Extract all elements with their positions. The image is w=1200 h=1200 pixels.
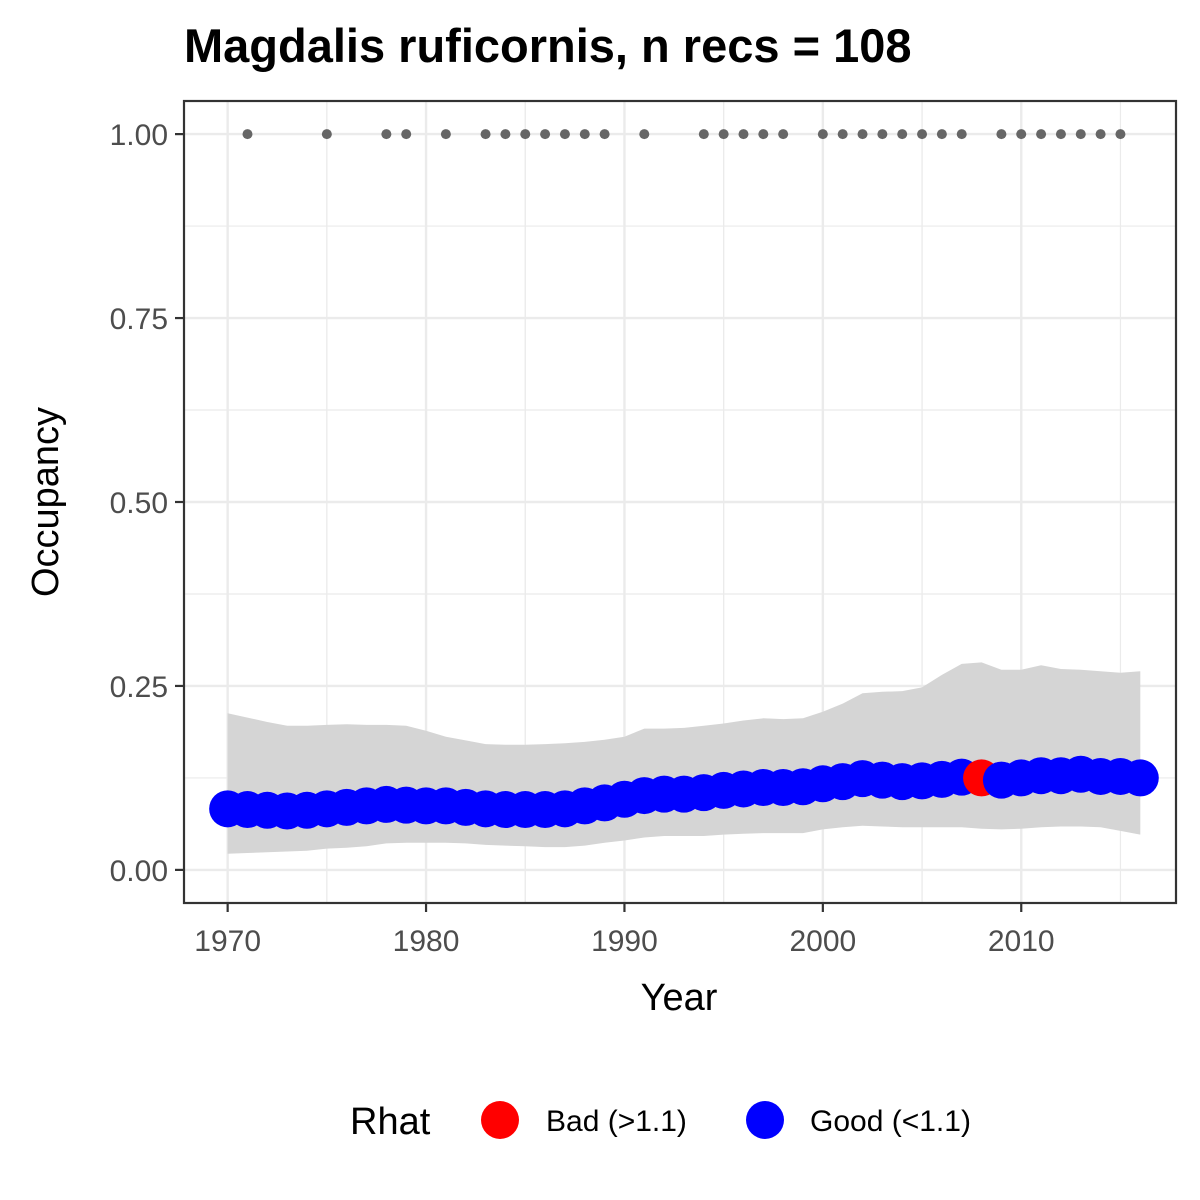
record-point	[381, 129, 392, 140]
record-point	[401, 129, 412, 140]
record-point	[1075, 129, 1086, 140]
y-axis-title: Occupancy	[25, 407, 67, 597]
record-point	[956, 129, 967, 140]
record-point	[480, 129, 491, 140]
record-point	[500, 129, 511, 140]
y-tick-label: 0.50	[110, 487, 168, 520]
record-point	[1095, 129, 1106, 140]
record-point	[1115, 129, 1126, 140]
legend-key-good	[746, 1101, 784, 1139]
legend-label-good: Good (<1.1)	[810, 1105, 971, 1138]
record-point	[718, 129, 729, 140]
y-tick-label: 1.00	[110, 119, 168, 152]
record-point	[440, 129, 451, 140]
x-axis: 1970 1980 1990 2000 2010	[194, 903, 1055, 958]
y-tick-label: 0.25	[110, 671, 168, 704]
record-points	[242, 129, 1126, 140]
x-tick-label: 2010	[988, 925, 1055, 958]
record-point	[817, 129, 828, 140]
x-tick-label: 2000	[789, 925, 856, 958]
record-point	[520, 129, 531, 140]
legend-label-bad: Bad (>1.1)	[546, 1105, 687, 1138]
y-tick-label: 0.00	[110, 855, 168, 888]
legend-title: Rhat	[350, 1101, 431, 1143]
record-point	[1016, 129, 1027, 140]
x-tick-label: 1980	[393, 925, 460, 958]
legend-key-bad	[481, 1101, 519, 1139]
x-tick-label: 1990	[591, 925, 658, 958]
y-axis: 0.00 0.25 0.50 0.75 1.00	[110, 119, 184, 888]
record-point	[242, 129, 253, 140]
record-point	[540, 129, 551, 140]
record-point	[321, 129, 332, 140]
record-point	[1055, 129, 1066, 140]
chart-title: Magdalis ruficornis, n recs = 108	[184, 19, 912, 72]
record-point	[758, 129, 769, 140]
y-tick-label: 0.75	[110, 303, 168, 336]
occupancy-points	[209, 755, 1159, 830]
record-point	[599, 129, 610, 140]
record-point	[639, 129, 650, 140]
record-point	[559, 129, 570, 140]
record-point	[897, 129, 908, 140]
record-point	[857, 129, 868, 140]
x-axis-title: Year	[641, 977, 718, 1019]
record-point	[698, 129, 709, 140]
record-point	[837, 129, 848, 140]
record-point	[936, 129, 947, 140]
x-tick-label: 1970	[194, 925, 261, 958]
record-point	[996, 129, 1007, 140]
record-point	[738, 129, 749, 140]
record-point	[579, 129, 590, 140]
legend: Rhat Bad (>1.1) Good (<1.1)	[350, 1101, 971, 1143]
occupancy-point-good	[1121, 759, 1159, 797]
record-point	[917, 129, 928, 140]
record-point	[778, 129, 789, 140]
record-point	[877, 129, 888, 140]
record-point	[1036, 129, 1047, 140]
